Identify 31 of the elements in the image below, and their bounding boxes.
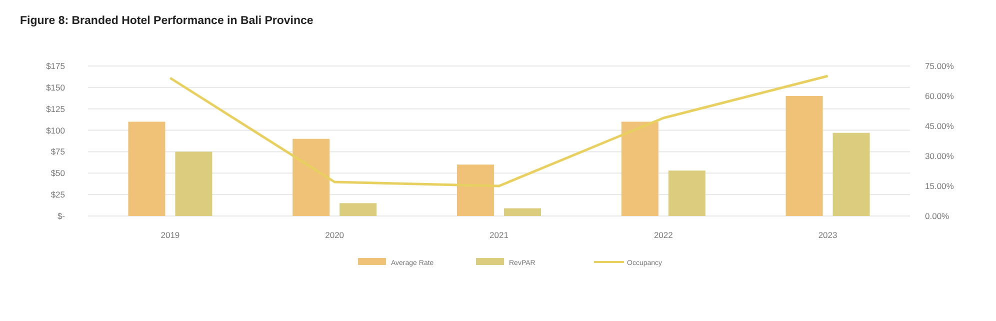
bar — [340, 203, 377, 216]
y-tick-label: $175 — [46, 61, 66, 71]
x-tick-label: 2020 — [325, 230, 344, 240]
bar — [504, 208, 541, 216]
x-tick-label: 2023 — [818, 230, 838, 240]
y-tick-label: $- — [57, 211, 66, 221]
bar — [175, 152, 212, 216]
y2-tick-label: 30.00% — [925, 151, 954, 161]
y-tick-label: $50 — [50, 168, 66, 178]
bar — [832, 132, 870, 216]
chart-title: Figure 8: Branded Hotel Performance in Bali Province — [20, 15, 314, 27]
y-tick-label: $100 — [46, 125, 66, 136]
y2-tick-label: 15.00% — [925, 181, 954, 191]
x-tick-label: 2021 — [490, 230, 509, 240]
x-tick-label: 2019 — [160, 230, 180, 240]
y-tick-label: $25 — [50, 190, 66, 200]
y2-tick-label: 75.00% — [925, 61, 954, 71]
bar — [457, 164, 494, 216]
bar — [668, 170, 706, 216]
bar — [786, 96, 823, 216]
x-tick-label: 2022 — [654, 230, 674, 240]
bar — [621, 122, 658, 216]
y2-tick-label: 0.00% — [925, 211, 950, 221]
y-tick-label: $150 — [46, 82, 66, 92]
y-tick-label: $125 — [46, 104, 66, 114]
bar — [128, 122, 166, 216]
y2-tick-label: 45.00% — [925, 121, 954, 131]
y-tick-label: $75 — [50, 146, 66, 157]
bar — [292, 138, 330, 216]
line-series — [168, 74, 830, 188]
y2-tick-label: 60.00% — [925, 91, 954, 101]
